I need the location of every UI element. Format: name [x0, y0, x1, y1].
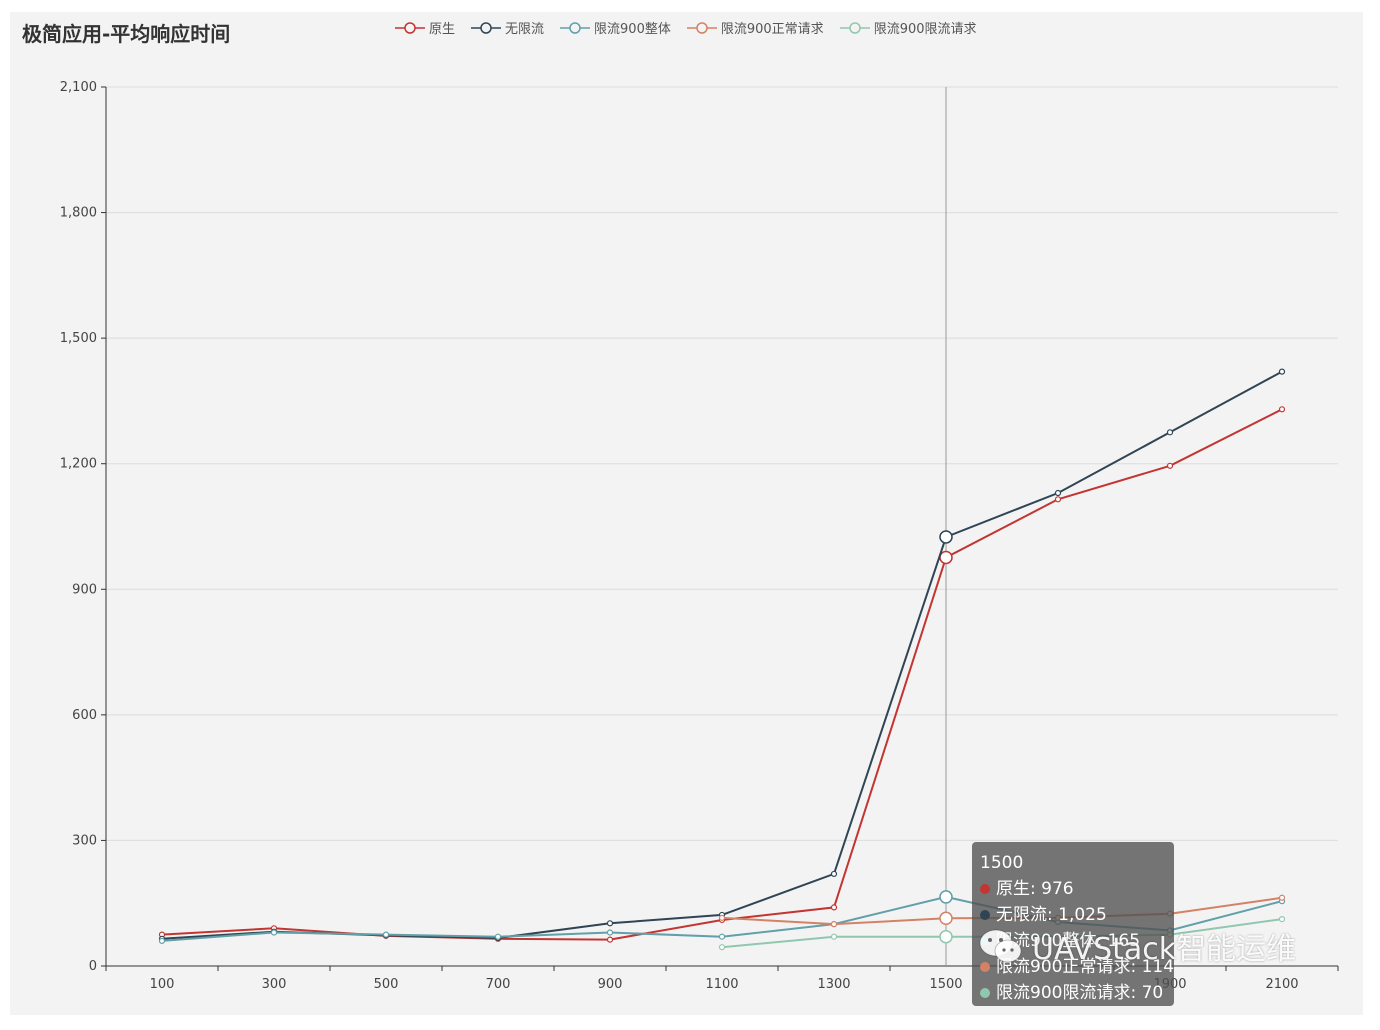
- x-tick-label: 2100: [1265, 977, 1298, 992]
- data-point: [939, 911, 953, 926]
- tooltip-row: 原生: 976: [980, 876, 1166, 902]
- x-tick-label: 500: [374, 977, 399, 992]
- x-tick-label: 1300: [817, 977, 850, 992]
- tooltip-row: 限流900限流请求: 70: [980, 980, 1166, 1006]
- data-point: [606, 929, 614, 936]
- data-point: [1166, 462, 1174, 469]
- legend-line-icon: [471, 21, 502, 34]
- watermark-text: UAVStack智能运维: [1032, 932, 1297, 967]
- data-point: [1166, 429, 1174, 436]
- tooltip-row-label: 限流900整体: 165: [996, 931, 1141, 951]
- legend-line-icon: [560, 21, 591, 34]
- data-point: [830, 870, 838, 878]
- data-point: [830, 933, 838, 940]
- data-point: [939, 890, 953, 904]
- wechat-icon: [979, 929, 1022, 963]
- tooltip: 1500 原生: 976 无限流: 1,025 限流900整体: 165 限流9…: [972, 842, 1174, 1006]
- y-tick-label: 0: [89, 959, 97, 974]
- data-point: [1054, 489, 1062, 497]
- data-point: [606, 920, 614, 927]
- legend-item[interactable]: 无限流: [471, 18, 544, 37]
- data-point: [939, 550, 953, 565]
- series-dot-icon: [980, 910, 990, 920]
- tooltip-row: 无限流: 1,025: [980, 902, 1166, 928]
- data-point: [270, 929, 278, 936]
- legend-line-icon: [395, 21, 425, 34]
- legend-item[interactable]: 原生: [395, 18, 455, 37]
- legend-line-icon: [839, 21, 870, 34]
- y-tick-label: 1,200: [60, 457, 97, 472]
- legend-line-icon: [686, 21, 717, 34]
- y-tick-label: 1,800: [60, 206, 97, 221]
- tooltip-row-label: 原生: 976: [996, 879, 1074, 899]
- legend-label: 原生: [429, 22, 456, 37]
- chart-title: 极简应用-平均响应时间: [22, 22, 231, 46]
- legend-label: 无限流: [505, 22, 545, 37]
- data-point: [606, 936, 614, 943]
- legend-item[interactable]: 限流900正常请求: [686, 18, 824, 37]
- y-tick-label: 900: [72, 582, 97, 597]
- data-point: [830, 921, 838, 928]
- data-point: [1054, 496, 1062, 503]
- legend-label: 限流900限流请求: [873, 22, 977, 37]
- tooltip-title: 1500: [980, 853, 1024, 873]
- data-point: [1278, 406, 1286, 413]
- y-tick-label: 600: [72, 708, 97, 723]
- tooltip-row: 限流900正常请求: 114: [980, 954, 1174, 980]
- tooltip-row-label: 无限流: 1,025: [996, 905, 1107, 925]
- data-point: [830, 904, 838, 911]
- x-tick-label: 700: [486, 977, 511, 992]
- data-point: [718, 944, 726, 951]
- data-point: [1278, 894, 1286, 901]
- data-point: [158, 937, 166, 944]
- legend-label: 限流900正常请求: [720, 22, 824, 37]
- x-tick-label: 1100: [705, 977, 738, 992]
- data-point: [494, 933, 502, 940]
- series-dot-icon: [980, 962, 990, 972]
- legend-item[interactable]: 限流900整体: [560, 18, 671, 37]
- y-tick-label: 1,500: [60, 331, 97, 346]
- x-tick-label: 100: [150, 977, 175, 992]
- legend: 原生 无限流 限流900整体 限流900正常请求 限流900限流请求: [395, 18, 977, 37]
- data-point: [382, 931, 390, 938]
- data-point: [1278, 916, 1286, 923]
- data-point: [939, 530, 953, 544]
- data-point: [1278, 368, 1286, 375]
- watermark: UAVStack智能运维: [978, 924, 1296, 968]
- series-dot-icon: [980, 988, 990, 998]
- tooltip-row-label: 限流900正常请求: 114: [996, 957, 1175, 977]
- legend-item[interactable]: 限流900限流请求: [839, 18, 977, 37]
- y-tick-label: 300: [72, 833, 97, 848]
- series-dot-icon: [980, 884, 990, 894]
- x-tick-label: 1500: [929, 977, 962, 992]
- x-tick-label: 900: [598, 977, 623, 992]
- data-point: [718, 933, 726, 940]
- data-point: [939, 929, 953, 944]
- x-tick-label: 300: [262, 977, 287, 992]
- legend-label: 限流900整体: [594, 22, 671, 37]
- tooltip-row-label: 限流900限流请求: 70: [996, 983, 1164, 1003]
- y-tick-label: 2,100: [60, 80, 97, 95]
- chart-panel: 极简应用-平均响应时间 原生 无限流 限流900整体 限流900正常请求 限流900限流…: [10, 12, 1363, 1015]
- data-point: [718, 914, 726, 921]
